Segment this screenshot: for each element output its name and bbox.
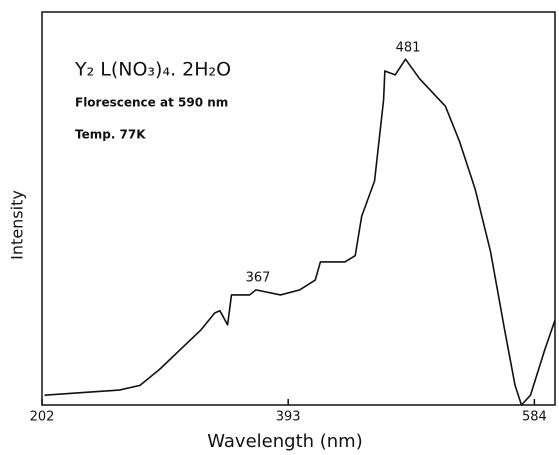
annotation: 481 bbox=[396, 41, 421, 56]
x-axis-label: Wavelength (nm) bbox=[207, 431, 363, 452]
chart-title: Y₂ L(NO₃)₄. 2H₂O bbox=[74, 59, 231, 81]
y-axis-label: Intensity bbox=[8, 190, 27, 260]
note: Temp. 77K bbox=[75, 128, 146, 142]
plot-frame bbox=[41, 11, 556, 406]
annotation: 367 bbox=[246, 271, 271, 286]
subtitle: Florescence at 590 nm bbox=[75, 96, 228, 110]
data-line bbox=[44, 58, 556, 406]
x-tick-label: 393 bbox=[276, 410, 301, 425]
x-tick-label: 202 bbox=[30, 410, 55, 425]
x-tick-label: 584 bbox=[522, 410, 547, 425]
